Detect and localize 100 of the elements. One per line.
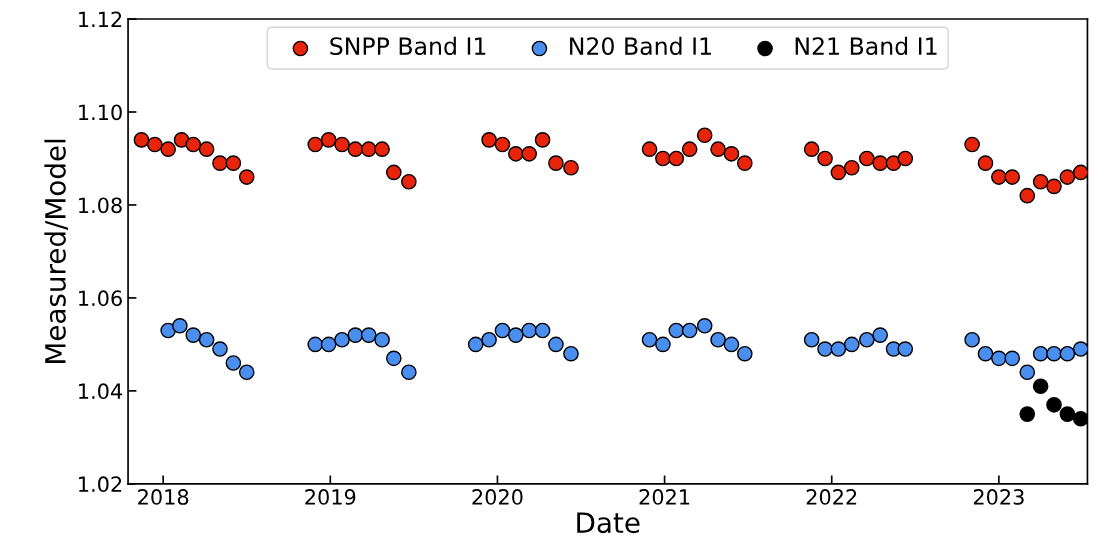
point (172, 317, 188, 334)
legend-label: SNPP Band I1 (330, 36, 486, 56)
point (307, 336, 324, 353)
point (1032, 378, 1049, 395)
point (548, 336, 564, 353)
point (1032, 173, 1049, 190)
point (347, 327, 364, 343)
point (225, 155, 242, 171)
point (1072, 410, 1088, 427)
legend-label: N20 Band I1 (570, 36, 711, 56)
point (830, 164, 847, 181)
point (977, 345, 994, 362)
y-tick-label: 1.06 (79, 290, 122, 307)
point (817, 341, 833, 357)
y-tick-label: 1.12 (79, 11, 122, 27)
x-tick-label: 2020 (472, 489, 523, 505)
point (548, 155, 564, 171)
point (723, 146, 740, 162)
point (668, 150, 685, 167)
point (843, 336, 860, 353)
x-tick-label: 2021 (639, 489, 690, 505)
point (494, 322, 511, 339)
point (736, 155, 753, 171)
legend-label: N21 Band I1 (795, 36, 937, 56)
point (173, 132, 190, 148)
point (401, 364, 417, 381)
y-axis-title: Measured/Model (44, 139, 69, 363)
point (830, 341, 847, 357)
point (225, 355, 242, 371)
point (1072, 341, 1088, 357)
point (307, 136, 324, 153)
point (481, 331, 497, 348)
point (386, 164, 402, 181)
x-tick-label: 2022 (806, 489, 857, 505)
y-tick-label: 1.02 (79, 476, 122, 493)
point (872, 327, 888, 343)
point (736, 345, 753, 362)
point (360, 141, 377, 157)
point (1046, 345, 1062, 362)
y-tick-label: 1.08 (79, 197, 122, 214)
point (872, 155, 888, 171)
point (710, 141, 726, 157)
point (723, 336, 740, 353)
point (859, 331, 875, 348)
point (817, 150, 833, 167)
point (563, 345, 579, 362)
point (641, 141, 658, 157)
point (1004, 350, 1021, 367)
point (347, 141, 364, 157)
x-tick-label: 2019 (305, 489, 356, 505)
point (1046, 397, 1062, 413)
point (212, 155, 228, 171)
point (710, 331, 726, 348)
point (885, 155, 902, 171)
point (641, 331, 658, 348)
point (1059, 406, 1076, 422)
point (374, 141, 390, 157)
point (655, 150, 671, 167)
point (655, 336, 671, 353)
point (1019, 364, 1036, 381)
point (160, 141, 176, 157)
point (508, 146, 524, 162)
point (991, 169, 1007, 185)
point (964, 136, 980, 153)
point (534, 322, 551, 339)
point (185, 327, 202, 343)
point (964, 331, 980, 348)
point (1004, 169, 1021, 185)
point (185, 136, 202, 153)
point (1019, 406, 1036, 422)
point (897, 341, 914, 357)
point (508, 327, 524, 343)
point (1059, 345, 1076, 362)
y-tick-label: 1.04 (79, 383, 123, 400)
point (521, 146, 538, 162)
point (1059, 169, 1076, 185)
x-axis-title: Date (577, 512, 640, 534)
point (681, 141, 698, 157)
point (494, 136, 511, 153)
point (1046, 178, 1062, 195)
point (360, 327, 377, 343)
point (843, 159, 860, 176)
y-tick-label: 1.10 (79, 104, 122, 121)
point (1072, 164, 1088, 181)
point (696, 127, 713, 144)
point (133, 132, 150, 148)
point (681, 322, 698, 339)
point (563, 159, 579, 176)
point (212, 341, 228, 357)
point (696, 317, 713, 334)
x-tick-label: 2018 (138, 489, 189, 505)
point (534, 132, 551, 148)
point (803, 331, 820, 348)
point (977, 155, 994, 171)
point (334, 331, 350, 348)
point (991, 350, 1007, 367)
point (374, 331, 390, 348)
point (859, 150, 875, 167)
point (146, 136, 163, 153)
point (334, 136, 350, 153)
